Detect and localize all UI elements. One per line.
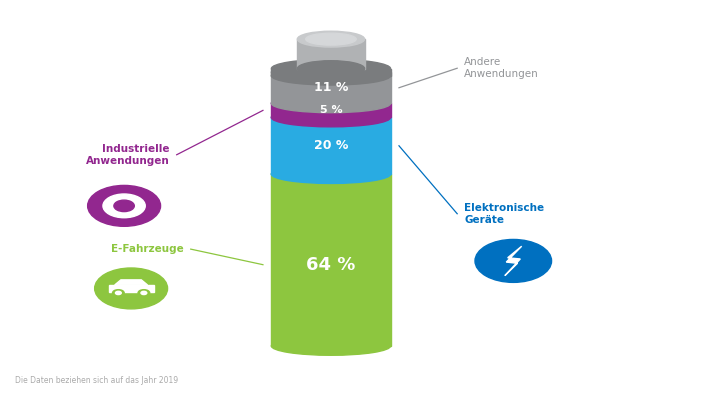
Circle shape [87, 185, 161, 226]
Circle shape [116, 189, 132, 198]
Circle shape [99, 192, 115, 202]
Ellipse shape [271, 63, 391, 82]
Text: Die Daten beziehen sich auf das Jahr 2019: Die Daten beziehen sich auf das Jahr 201… [15, 376, 179, 385]
Circle shape [99, 210, 115, 219]
Text: Industrielle
Anwendungen: Industrielle Anwendungen [86, 144, 170, 166]
Text: 64 %: 64 % [306, 256, 356, 274]
Bar [297, 39, 365, 69]
Text: 20 %: 20 % [314, 139, 348, 152]
Bar [271, 103, 391, 118]
Circle shape [138, 289, 150, 296]
Bar [271, 174, 391, 346]
Bar [108, 285, 153, 292]
Ellipse shape [297, 31, 365, 47]
Ellipse shape [271, 94, 391, 113]
Circle shape [94, 268, 168, 309]
Ellipse shape [271, 337, 391, 355]
Ellipse shape [271, 165, 391, 183]
Circle shape [475, 240, 551, 282]
Circle shape [134, 210, 150, 219]
Polygon shape [505, 246, 522, 276]
Circle shape [134, 192, 150, 202]
Circle shape [113, 289, 124, 296]
Ellipse shape [271, 108, 391, 127]
Text: 5 %: 5 % [320, 105, 342, 115]
Circle shape [116, 214, 132, 223]
Circle shape [92, 201, 107, 210]
Text: E-Fahrzeuge: E-Fahrzeuge [111, 244, 184, 254]
Circle shape [115, 291, 121, 295]
Ellipse shape [271, 108, 391, 127]
Circle shape [141, 201, 157, 210]
Bar [271, 118, 391, 174]
Circle shape [114, 200, 134, 211]
Ellipse shape [271, 165, 391, 183]
Polygon shape [115, 280, 148, 285]
Bar [271, 72, 391, 103]
Ellipse shape [271, 94, 391, 113]
Text: Elektronische
Geräte: Elektronische Geräte [464, 203, 544, 225]
Ellipse shape [271, 67, 391, 85]
Ellipse shape [271, 59, 391, 78]
Ellipse shape [306, 33, 356, 45]
Ellipse shape [297, 61, 365, 76]
Text: Andere
Anwendungen: Andere Anwendungen [464, 57, 539, 79]
Circle shape [103, 194, 145, 218]
Bar [271, 69, 391, 76]
Text: 11 %: 11 % [314, 81, 348, 94]
Circle shape [141, 291, 147, 295]
